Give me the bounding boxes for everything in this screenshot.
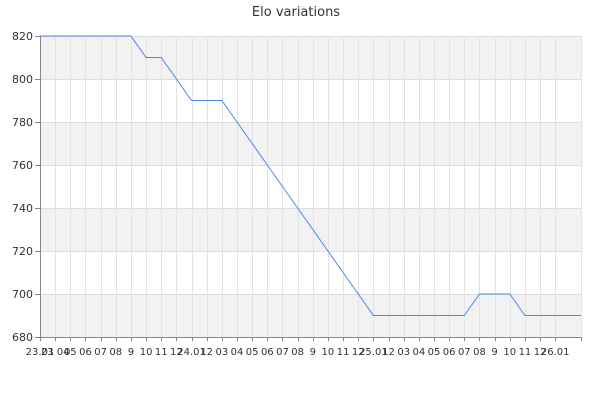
x-tick-label-26: 05 [428,347,441,358]
x-tick-label-5: 08 [109,347,122,358]
band-760-780 [40,122,581,165]
x-tick-label-32: 11 [519,347,532,358]
y-tick-label-800: 800 [12,73,33,86]
x-tick-label-31: 10 [503,347,516,358]
x-tick-label-17: 08 [291,347,304,358]
x-tick-label-9: 12 [170,347,183,358]
x-tick-label-3: 06 [79,347,92,358]
y-tick-label-820: 820 [12,30,33,43]
x-tick-label-22: 25.01 [359,347,388,358]
x-tick-label-16: 07 [276,347,289,358]
x-tick-label-2: 05 [64,347,77,358]
x-tick-label-18: 9 [310,347,316,358]
band-720-740 [40,208,581,251]
y-tick-label-700: 700 [12,288,33,301]
grid-lines [40,36,582,338]
x-tick-label-0: 23.01 [26,347,55,358]
x-tick-label-11: 12 [200,347,213,358]
axes [35,36,582,341]
x-tick-label-20: 11 [337,347,350,358]
band-800-820 [40,36,581,79]
x-tick-label-12: 03 [215,347,228,358]
x-tick-label-23: 12 [382,347,395,358]
x-tick-label-24: 03 [397,347,410,358]
x-tick-label-14: 05 [246,347,259,358]
x-tick-label-13: 04 [231,347,244,358]
x-tick-label-21: 12 [352,347,365,358]
x-tick-label-27: 06 [443,347,456,358]
background-bands [40,36,581,337]
y-tick-label-720: 720 [12,245,33,258]
x-tick-label-1: 23 04 [41,347,70,358]
band-680-700 [40,294,581,337]
x-tick-label-8: 11 [155,347,168,358]
y-tick-label-740: 740 [12,202,33,215]
x-tick-label-34: 26.01 [541,347,570,358]
y-tick-label-780: 780 [12,116,33,129]
x-tick-label-7: 10 [140,347,153,358]
x-tick-label-33: 12 [534,347,547,358]
x-tick-label-19: 10 [322,347,335,358]
series-line-0 [40,35,581,316]
x-tick-label-30: 9 [491,347,497,358]
series-group [40,35,581,316]
x-tick-label-6: 9 [128,347,134,358]
x-tick-label-15: 06 [261,347,274,358]
chart-title: Elo variations [252,5,340,20]
x-tick-label-28: 07 [458,347,471,358]
y-tick-label-760: 760 [12,159,33,172]
y-tick-label-680: 680 [12,331,33,344]
x-tick-label-4: 07 [94,347,107,358]
x-tick-label-29: 08 [473,347,486,358]
y-tick-labels: 680 700 720 740 760 780 800 820 [12,30,33,344]
x-tick-label-10: 24.01 [177,347,206,358]
x-tick-label-25: 04 [412,347,425,358]
